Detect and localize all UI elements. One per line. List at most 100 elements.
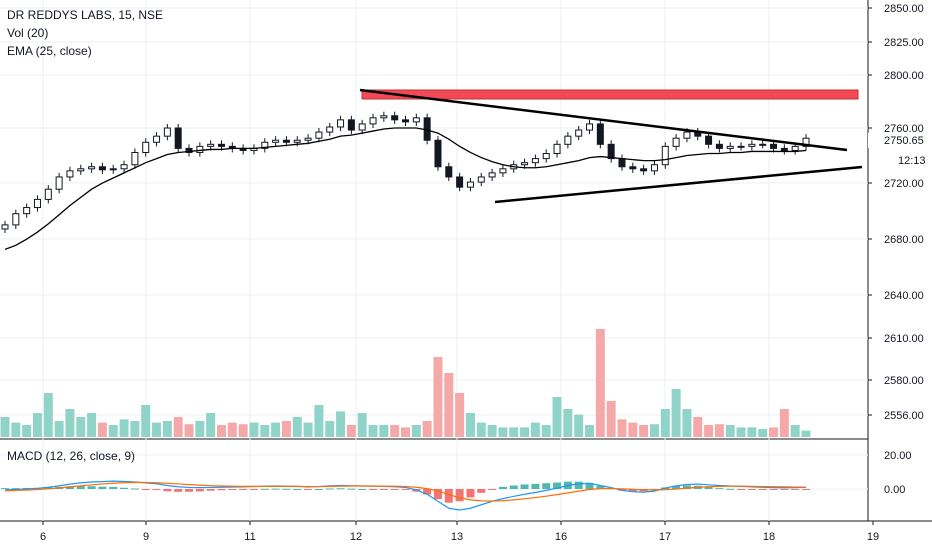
volume-bar xyxy=(130,421,140,437)
ema-indicator-label: EMA (25, close) xyxy=(7,44,92,58)
volume-bar xyxy=(325,421,335,437)
macd-histogram-bar xyxy=(390,489,399,490)
macd-histogram-bar xyxy=(477,489,486,493)
volume-bar xyxy=(22,425,32,437)
macd-histogram-bar xyxy=(314,489,323,490)
macd-histogram-bar xyxy=(737,489,746,490)
candle-body xyxy=(88,166,96,170)
volume-bar xyxy=(574,414,584,437)
volume-bar xyxy=(411,425,421,437)
macd-tick-label: 20.00 xyxy=(884,450,912,462)
macd-histogram-bar xyxy=(11,488,20,490)
candle-body xyxy=(304,137,312,141)
candle-body xyxy=(282,139,290,143)
macd-histogram-bar xyxy=(304,489,313,490)
candle-body xyxy=(44,188,52,200)
macd-histogram-bar xyxy=(715,488,724,490)
candle-body xyxy=(759,143,767,146)
candle-body xyxy=(55,176,63,190)
price-tick-label: 2580.00 xyxy=(884,375,924,387)
volume-bar xyxy=(314,405,324,437)
candle-body xyxy=(607,143,615,160)
macd-histogram-bar xyxy=(747,489,756,490)
macd-histogram-bar xyxy=(87,486,96,489)
macd-histogram-bar xyxy=(401,489,410,490)
volume-bar xyxy=(390,425,400,437)
macd-histogram-bar xyxy=(293,489,302,490)
macd-histogram-bar xyxy=(498,486,507,489)
time-tick-label: 9 xyxy=(143,531,149,543)
macd-histogram-bar xyxy=(682,485,691,489)
last-price-tag xyxy=(868,133,932,148)
countdown-label: 12:13 xyxy=(898,155,926,167)
candle-body xyxy=(391,115,399,121)
volume-bar xyxy=(108,425,118,437)
price-tick-label: 2610.00 xyxy=(884,333,924,345)
candle-body xyxy=(337,119,345,128)
candle-body xyxy=(402,119,409,123)
macd-histogram-bar xyxy=(174,489,183,492)
macd-histogram-bar xyxy=(520,484,529,489)
macd-histogram-bar xyxy=(628,489,637,492)
macd-histogram-bar xyxy=(141,489,150,490)
macd-histogram-bar xyxy=(130,488,139,490)
volume-bar xyxy=(162,421,172,437)
macd-histogram-bar xyxy=(379,489,388,490)
candle-body xyxy=(564,135,572,145)
macd-histogram-bar xyxy=(672,485,681,489)
macd-histogram-bar xyxy=(163,489,172,492)
macd-histogram-bar xyxy=(488,489,497,490)
candle-body xyxy=(131,151,139,166)
macd-histogram-bar xyxy=(260,488,269,490)
volume-bar xyxy=(444,373,454,437)
macd-histogram-bar xyxy=(325,488,334,490)
candle-body xyxy=(153,135,161,143)
volume-bar xyxy=(660,409,670,437)
volume-bar xyxy=(541,425,551,437)
candle-body xyxy=(33,198,41,209)
candle-body xyxy=(293,139,301,143)
volume-bar xyxy=(184,424,194,437)
macd-histogram-bar xyxy=(358,489,367,490)
volume-bar xyxy=(769,427,779,437)
price-tick-label: 2800.00 xyxy=(884,70,924,82)
volume-bar xyxy=(43,393,53,437)
macd-histogram-bar xyxy=(185,489,194,492)
candle-body xyxy=(207,143,215,147)
volume-bar xyxy=(595,329,605,437)
candle-body xyxy=(98,166,106,171)
macd-histogram-bar xyxy=(758,489,767,490)
volume-bar xyxy=(216,425,226,437)
candle-body xyxy=(315,131,323,139)
volume-bar xyxy=(292,417,302,437)
macd-histogram-bar xyxy=(44,487,53,489)
volume-bar xyxy=(97,422,107,437)
macd-histogram-bar xyxy=(433,489,442,500)
candle-body xyxy=(456,176,464,188)
volume-bar xyxy=(119,419,129,437)
volume-bar xyxy=(628,422,638,437)
candle-body xyxy=(12,213,20,226)
volume-bar xyxy=(671,389,681,437)
volume-bar xyxy=(195,421,205,437)
candle-body xyxy=(780,147,788,151)
volume-bar xyxy=(206,413,216,437)
volume-bar xyxy=(682,409,692,437)
candle-body xyxy=(542,153,550,160)
candle-body xyxy=(618,158,626,168)
volume-bar xyxy=(693,417,703,437)
time-tick-label: 11 xyxy=(244,531,255,543)
macd-histogram-bar xyxy=(120,487,129,489)
candle-body xyxy=(726,145,734,149)
candle-body xyxy=(770,143,778,149)
macd-histogram-bar xyxy=(553,482,562,489)
volume-bar xyxy=(357,413,367,437)
last-price-label: 2750.65 xyxy=(884,135,924,147)
price-tick-label: 2556.00 xyxy=(884,410,924,422)
volume-bar xyxy=(476,422,486,437)
volume-bar xyxy=(725,425,735,437)
macd-histogram-bar xyxy=(249,489,258,490)
macd-histogram-bar xyxy=(791,489,800,490)
volume-bar xyxy=(54,421,64,437)
